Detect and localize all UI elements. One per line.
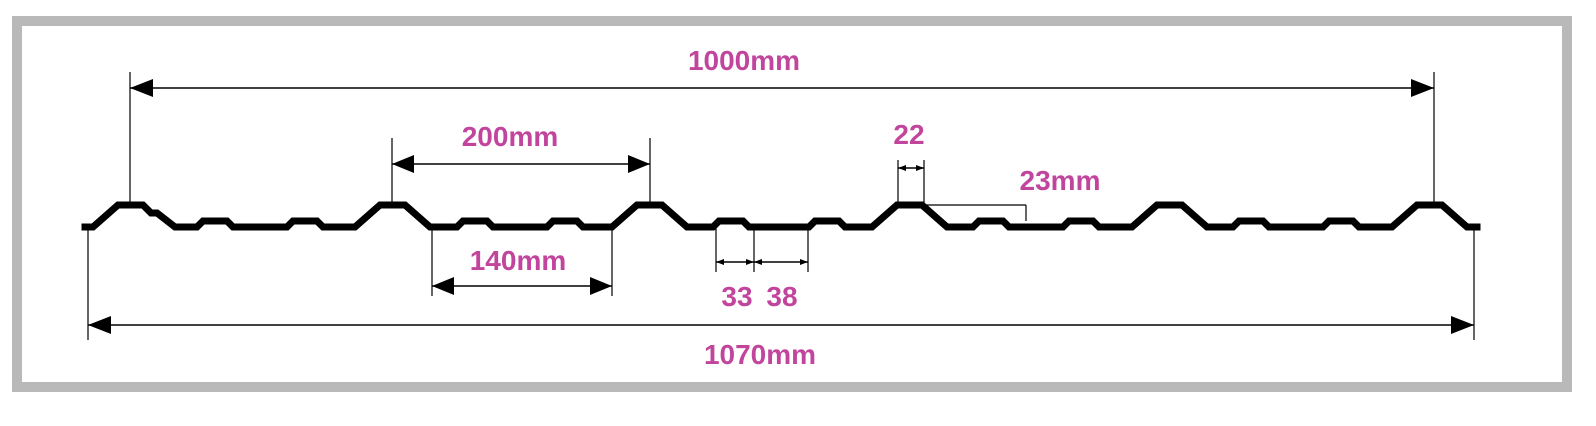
sheet-profile: [81, 201, 1481, 231]
arrow-right-icon: [800, 259, 808, 265]
arrow-right-icon: [746, 259, 754, 265]
label-23mm: 23mm: [1020, 165, 1101, 196]
label-140mm: 140mm: [470, 245, 567, 276]
arrow-left-icon: [716, 259, 724, 265]
label-22: 22: [893, 119, 924, 150]
arrow-left-icon: [754, 259, 762, 265]
label-200mm: 200mm: [462, 121, 559, 152]
arrow-right-icon: [916, 165, 924, 171]
label-1000mm: 1000mm: [688, 45, 800, 76]
diagram-frame: [12, 16, 1572, 392]
label-33: 33: [721, 281, 752, 312]
arrow-left-icon: [392, 155, 414, 173]
label-1070mm: 1070mm: [704, 339, 816, 370]
arrow-left-icon: [432, 277, 454, 295]
arrow-right-icon: [590, 277, 612, 295]
arrow-right-icon: [1411, 79, 1434, 97]
arrow-left-icon: [130, 79, 153, 97]
label-38: 38: [766, 281, 797, 312]
arrow-left-icon: [898, 165, 906, 171]
arrow-left-icon: [88, 316, 111, 334]
arrow-right-icon: [1451, 316, 1474, 334]
arrow-right-icon: [628, 155, 650, 173]
